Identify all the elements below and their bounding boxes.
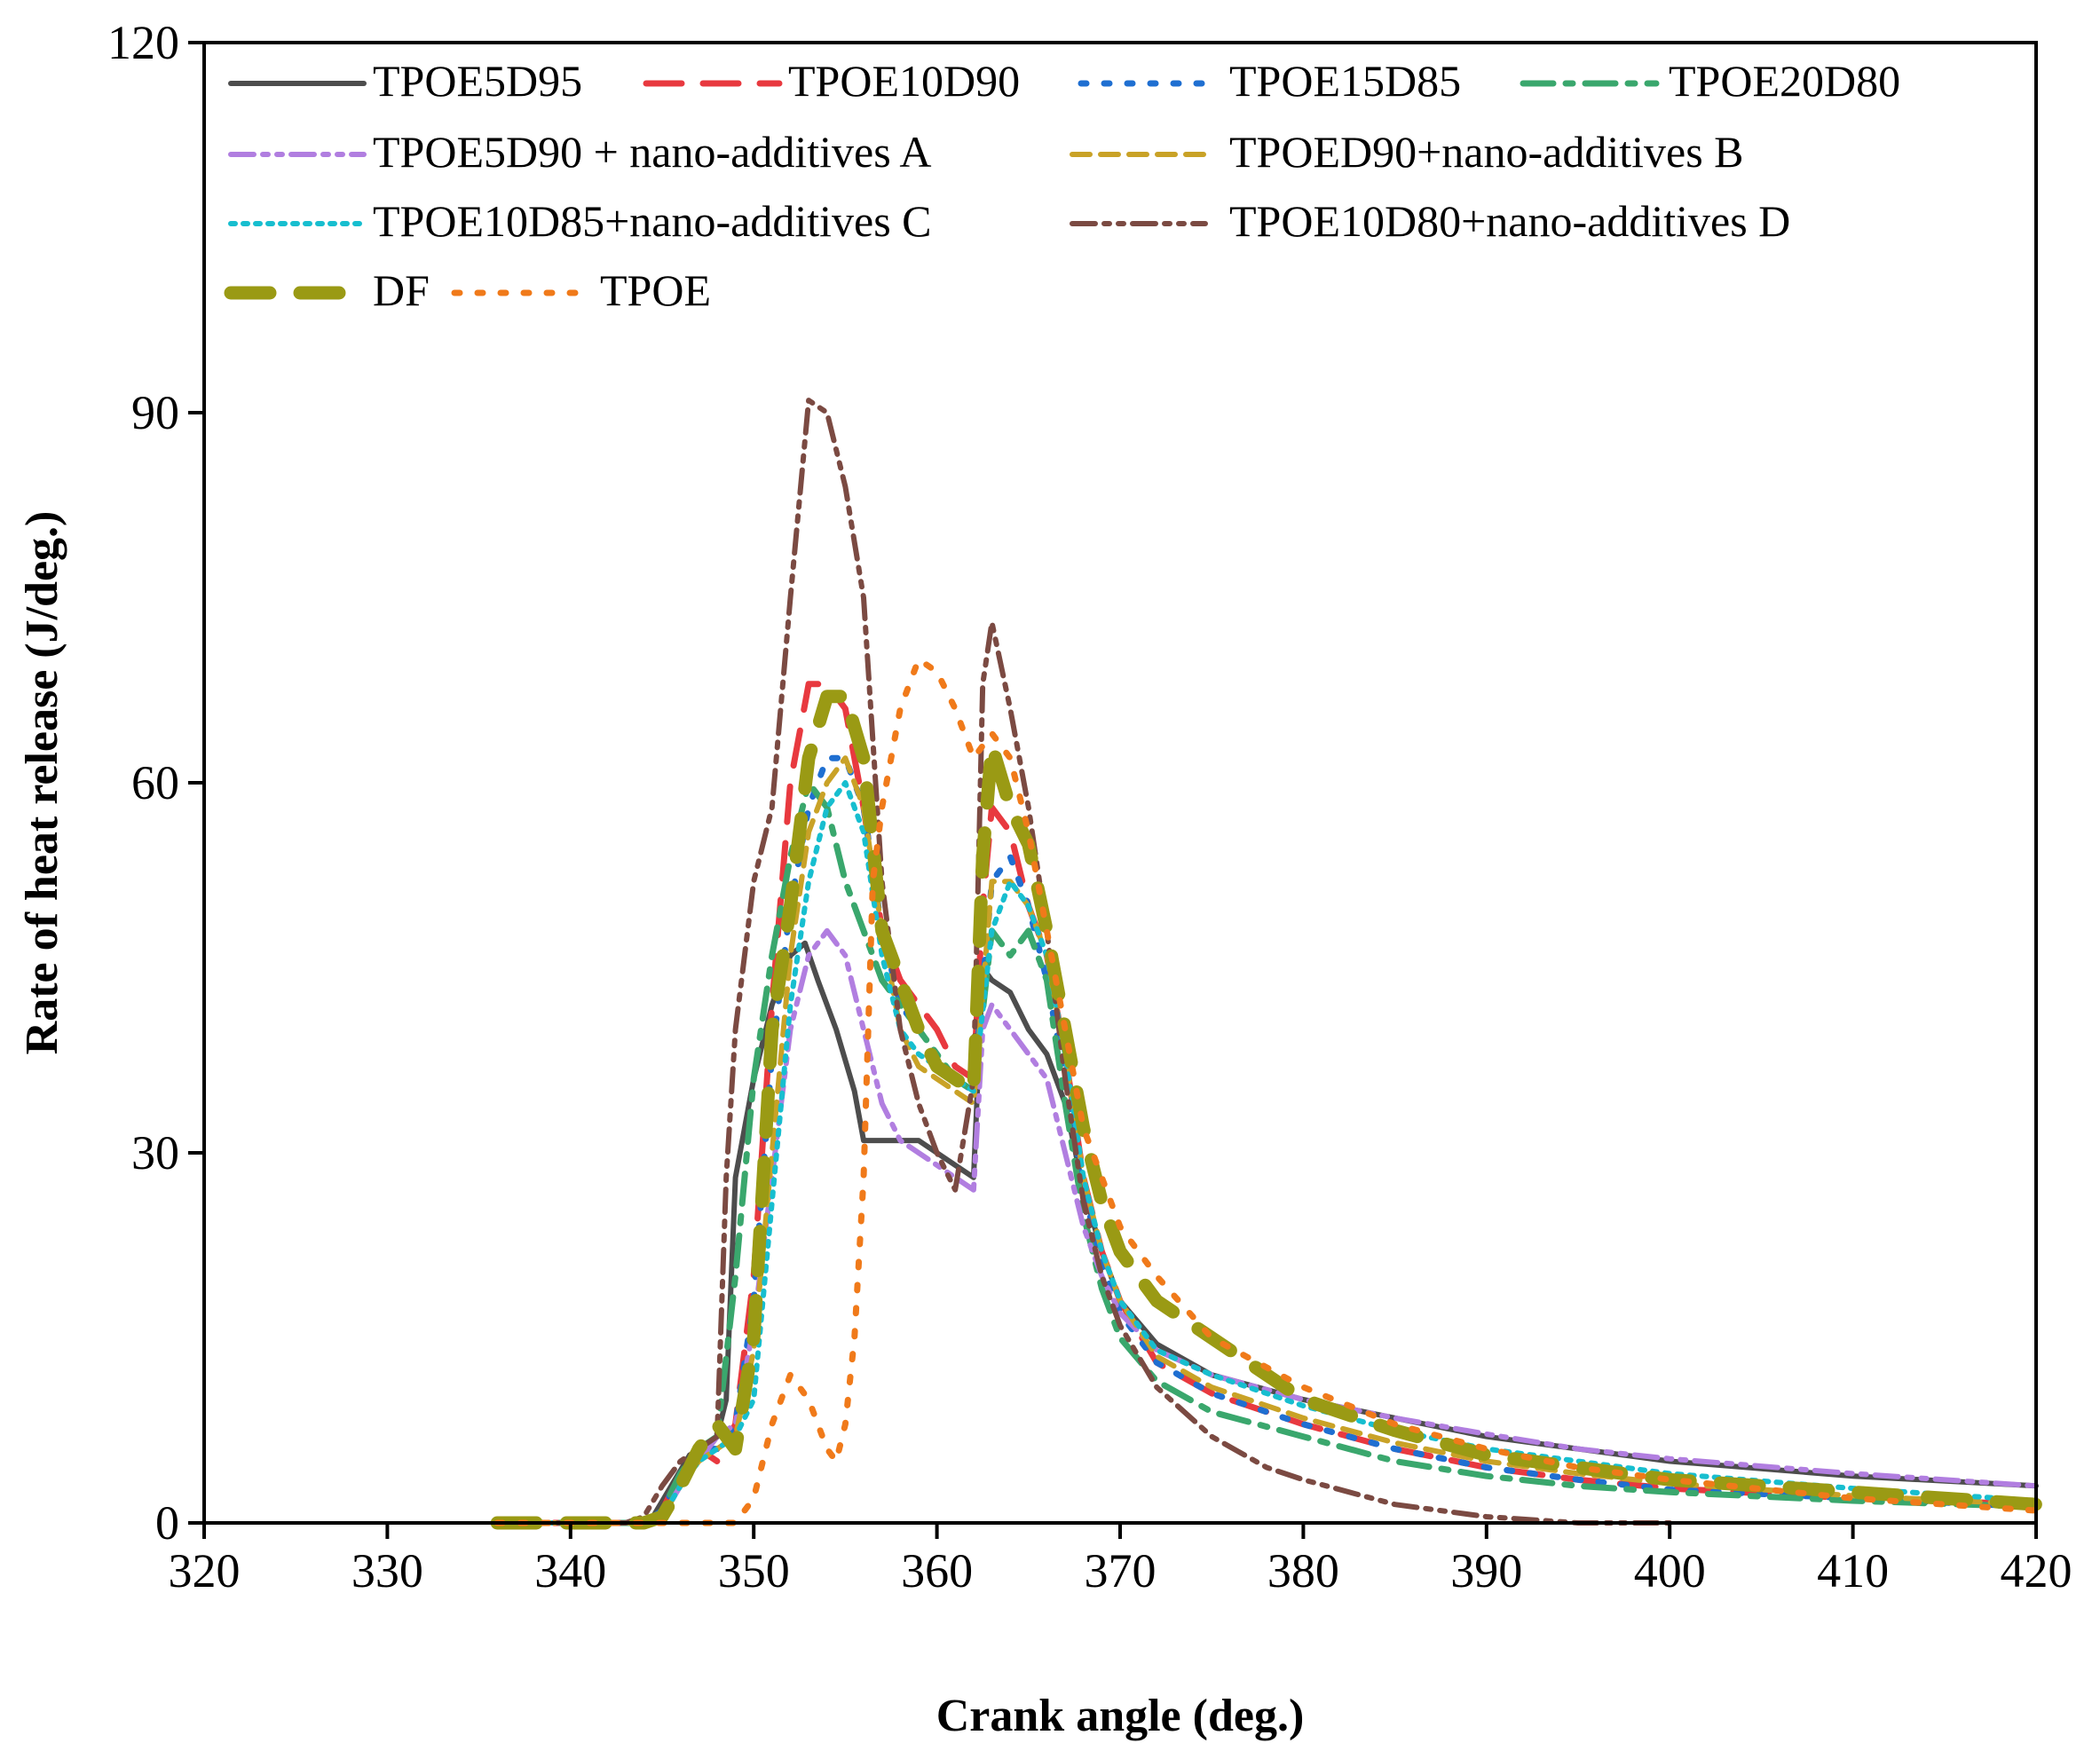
x-tick-label: 390 <box>1450 1544 1522 1597</box>
legend-label-tpoe20d80: TPOE20D80 <box>1669 56 1900 106</box>
legend-label-tpoe10d80-nano-additives-d: TPOE10D80+nano-additives D <box>1229 196 1790 246</box>
legend-label-tpoe10d85-nano-additives-c: TPOE10D85+nano-additives C <box>373 196 932 246</box>
legend-label-tpoe15d85: TPOE15D85 <box>1229 56 1461 106</box>
series-layer <box>490 398 2043 1530</box>
legend-label-tpoed90-nano-additives-b: TPOED90+nano-additives B <box>1229 127 1744 177</box>
x-tick-label: 350 <box>718 1544 790 1597</box>
x-tick-label: 380 <box>1267 1544 1339 1597</box>
series-line-df <box>490 690 2043 1530</box>
y-tick-label: 90 <box>131 386 179 439</box>
x-tick-label: 320 <box>169 1544 241 1597</box>
x-tick-label: 410 <box>1817 1544 1889 1597</box>
series-line-tpoe15d85 <box>493 754 2040 1526</box>
axes-layer: 320 330 340 350 360 370 380 390 400 410 420 0 30 60 90… <box>107 16 2072 1597</box>
legend-label-tpoe10d90: TPOE10D90 <box>788 56 1020 106</box>
legend-label-tpoe: TPOE <box>600 265 711 315</box>
legend-label-df: DF <box>373 265 430 315</box>
x-tick-label: 400 <box>1634 1544 1706 1597</box>
series-line-tpoe <box>493 656 2040 1526</box>
series-line-tpoed90-nano-additives-b <box>494 755 2039 1526</box>
x-tick-label: 340 <box>534 1544 606 1597</box>
y-tick-label: 60 <box>131 756 179 809</box>
y-tick-label: 0 <box>155 1496 179 1550</box>
y-axis-title: Rate of heat release (J/deg.) <box>17 511 67 1055</box>
x-tick-label: 330 <box>351 1544 423 1597</box>
x-tick-label: 420 <box>2001 1544 2072 1597</box>
x-tick-label: 370 <box>1085 1544 1157 1597</box>
legend-label-tpoe5d95: TPOE5D95 <box>373 56 582 106</box>
y-tick-label: 30 <box>131 1126 179 1179</box>
y-tick-label: 120 <box>107 16 179 69</box>
x-axis-title: Crank angle (deg.) <box>936 1691 1305 1741</box>
legend: TPOE5D95 TPOE10D90 TPOE15D85 TPOE20D80 TPOE5… <box>224 56 1900 315</box>
legend-label-tpoe5d90-nano-additives-a: TPOE5D90 + nano-additives A <box>373 127 932 177</box>
series-line-tpoe10d80-nano-additives-d <box>494 398 1673 1526</box>
x-tick-label: 360 <box>901 1544 973 1597</box>
